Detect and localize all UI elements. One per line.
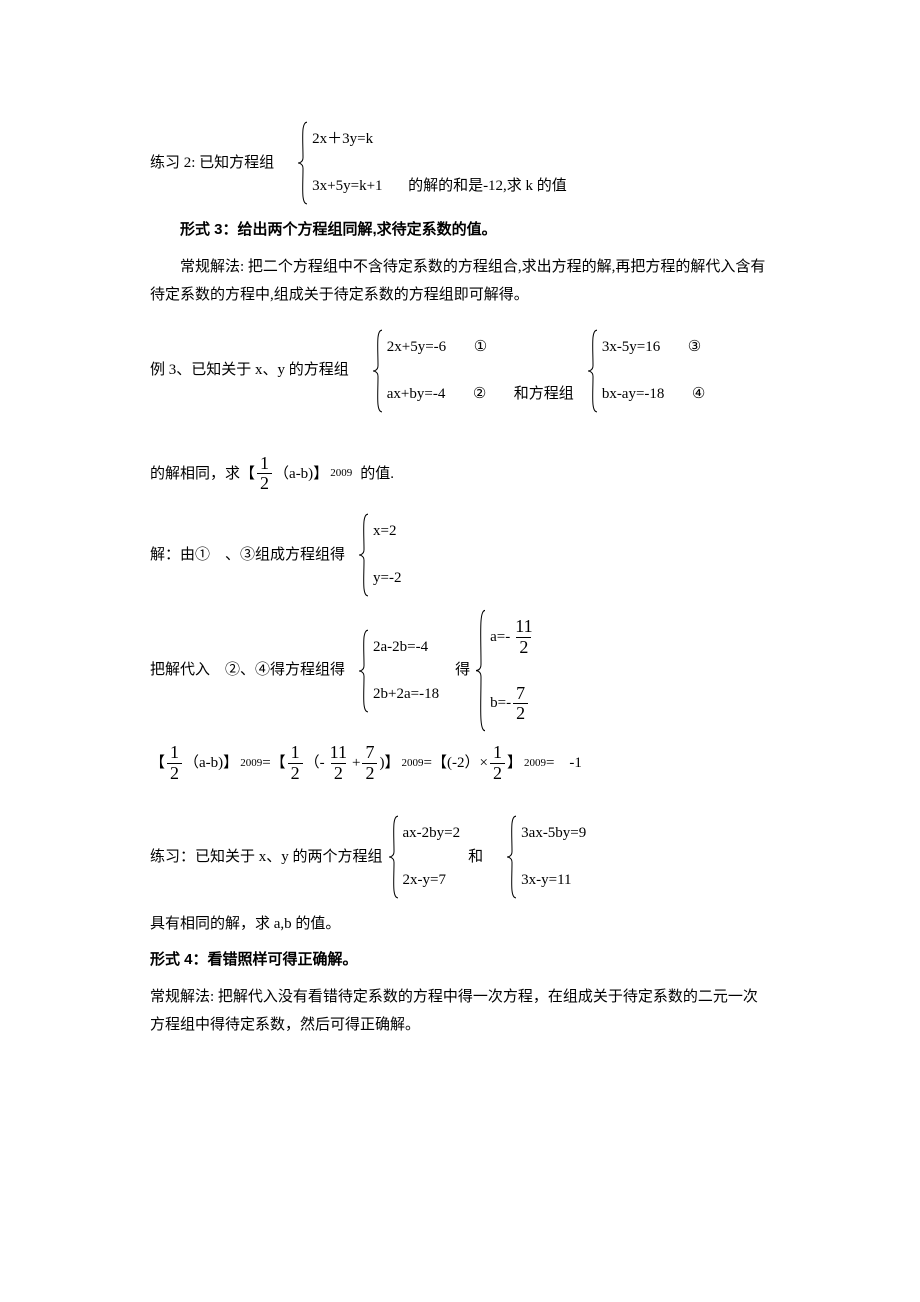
text: （a-b)	[184, 749, 223, 778]
text: +	[352, 749, 360, 778]
fraction: 1 2	[167, 743, 182, 784]
example-3-system-b: 3x-5y=16 ③ bx-ay=-18 ④	[586, 328, 712, 414]
text: （a-b)	[274, 460, 313, 489]
bracket-open: 【	[271, 749, 286, 778]
fraction: 11 2	[327, 743, 350, 784]
left-brace-icon	[371, 328, 385, 414]
form-4-method: 常规解法: 把解代入没有看错待定系数的方程中得一次方程，在组成关于待定系数的二元…	[150, 983, 770, 1040]
example-3: 例 3、已知关于 x、y 的方程组 2x+5y=-6 ① ax+by=-4 ② …	[150, 328, 770, 414]
text: b=-	[490, 693, 511, 714]
text: 得	[455, 656, 470, 685]
practice-mid: 和	[468, 843, 483, 872]
equals: =	[424, 749, 432, 778]
fraction: 7 2	[513, 684, 528, 725]
text: 把解代入 ②、④得方程组得	[150, 656, 345, 685]
left-brace-icon	[296, 120, 310, 206]
eq-label: ④	[692, 384, 705, 405]
example-3-calc: 【 1 2 （a-b) 】 2009 = 【 1 2 （- 11 2 + 7 2…	[150, 743, 770, 784]
left-brace-icon	[357, 512, 371, 598]
left-brace-icon	[387, 814, 401, 900]
practice-system-b: 3ax-5by=9 3x-y=11	[505, 814, 590, 900]
fraction: 1 2	[257, 454, 272, 495]
eq-label: ②	[473, 384, 486, 405]
sol1-system: x=2 y=-2	[357, 512, 405, 598]
text: = -1	[546, 749, 582, 778]
exercise-2-prefix: 练习 2: 已知方程组	[150, 149, 274, 178]
bracket-close: 】	[384, 749, 399, 778]
sol2-system-b: a=- 11 2 b=- 7 2	[474, 608, 541, 733]
eq-row: 2x＋3y=k	[312, 126, 567, 153]
left-brace-icon	[586, 328, 600, 414]
practice: 练习：已知关于 x、y 的两个方程组 ax-2by=2 2x-y=7 和 3ax…	[150, 814, 770, 900]
left-brace-icon	[357, 628, 371, 714]
bracket-open: 【	[432, 749, 447, 778]
text: 的值.	[360, 460, 394, 489]
bracket-close: 】	[223, 749, 238, 778]
eq-row: 2b+2a=-18	[373, 681, 439, 708]
eq-row: 2x-y=7	[403, 867, 461, 894]
example-3-mid: 和方程组	[514, 386, 574, 402]
eq-row: y=-2	[373, 565, 401, 592]
left-brace-icon	[474, 608, 488, 733]
left-brace-icon	[505, 814, 519, 900]
eq-row: 3x+5y=k+1	[312, 178, 382, 194]
exercise-2-system: 2x＋3y=k 3x+5y=k+1 的解的和是-12,求 k 的值	[296, 120, 571, 206]
fraction: 11 2	[512, 617, 535, 658]
text: a=-	[490, 627, 510, 648]
eq-row: x=2	[373, 518, 401, 545]
form-3-method: 常规解法: 把二个方程组中不含待定系数的方程组合,求出方程的解,再把方程的解代入…	[150, 253, 770, 310]
eq-row: ax+by=-4	[387, 386, 446, 402]
practice-prefix: 练习：已知关于 x、y 的两个方程组	[150, 843, 383, 872]
bracket-close: 】	[313, 460, 328, 489]
eq-row: bx-ay=-18	[602, 386, 665, 402]
practice-system-a: ax-2by=2 2x-y=7	[387, 814, 465, 900]
bracket-close: 】	[507, 749, 522, 778]
eq-row: 3x-5y=16	[602, 339, 660, 355]
text: （-	[305, 749, 325, 778]
example-3-system-a: 2x+5y=-6 ① ax+by=-4 ② 和方程组	[371, 328, 578, 414]
text: 的解相同，求	[150, 460, 240, 489]
exponent: 2009	[524, 753, 546, 774]
exercise-2: 练习 2: 已知方程组 2x＋3y=k 3x+5y=k+1 的解的和是-12,求…	[150, 120, 770, 206]
eq-row: 3ax-5by=9	[521, 820, 586, 847]
exponent: 2009	[240, 753, 262, 774]
eq-label: ①	[474, 337, 487, 358]
eq-row: 2x+5y=-6	[387, 339, 446, 355]
form-4-heading: 形式 4：看错照样可得正确解。	[150, 946, 770, 975]
text: 解：由① 、③组成方程组得	[150, 541, 345, 570]
practice-line2: 具有相同的解，求 a,b 的值。	[150, 910, 770, 939]
example-3-question: 的解相同，求 【 1 2 （a-b) 】 2009 的值.	[150, 454, 770, 495]
exponent: 2009	[330, 463, 352, 484]
bracket-open: 【	[240, 460, 255, 489]
fraction: 7 2	[362, 743, 377, 784]
exponent: 2009	[402, 753, 424, 774]
page-body: 练习 2: 已知方程组 2x＋3y=k 3x+5y=k+1 的解的和是-12,求…	[0, 0, 920, 1108]
sol2-system-a: 2a-2b=-4 2b+2a=-18	[357, 628, 443, 714]
example-3-sol-step2: 把解代入 ②、④得方程组得 2a-2b=-4 2b+2a=-18 得 a=-	[150, 608, 770, 733]
eq-label: ③	[688, 337, 701, 358]
example-3-prefix: 例 3、已知关于 x、y 的方程组	[150, 356, 349, 385]
fraction: 1 2	[490, 743, 505, 784]
eq-row: 3x-y=11	[521, 867, 586, 894]
bracket-open: 【	[150, 749, 165, 778]
text: (-2）×	[447, 749, 488, 778]
form-3-heading: 形式 3：给出两个方程组同解,求待定系数的值。	[150, 216, 770, 245]
equals: =	[262, 749, 270, 778]
eq-row: ax-2by=2	[403, 820, 461, 847]
exercise-2-suffix: 的解的和是-12,求 k 的值	[408, 178, 567, 194]
eq-row: 2a-2b=-4	[373, 634, 439, 661]
fraction: 1 2	[288, 743, 303, 784]
example-3-sol-step1: 解：由① 、③组成方程组得 x=2 y=-2	[150, 512, 770, 598]
